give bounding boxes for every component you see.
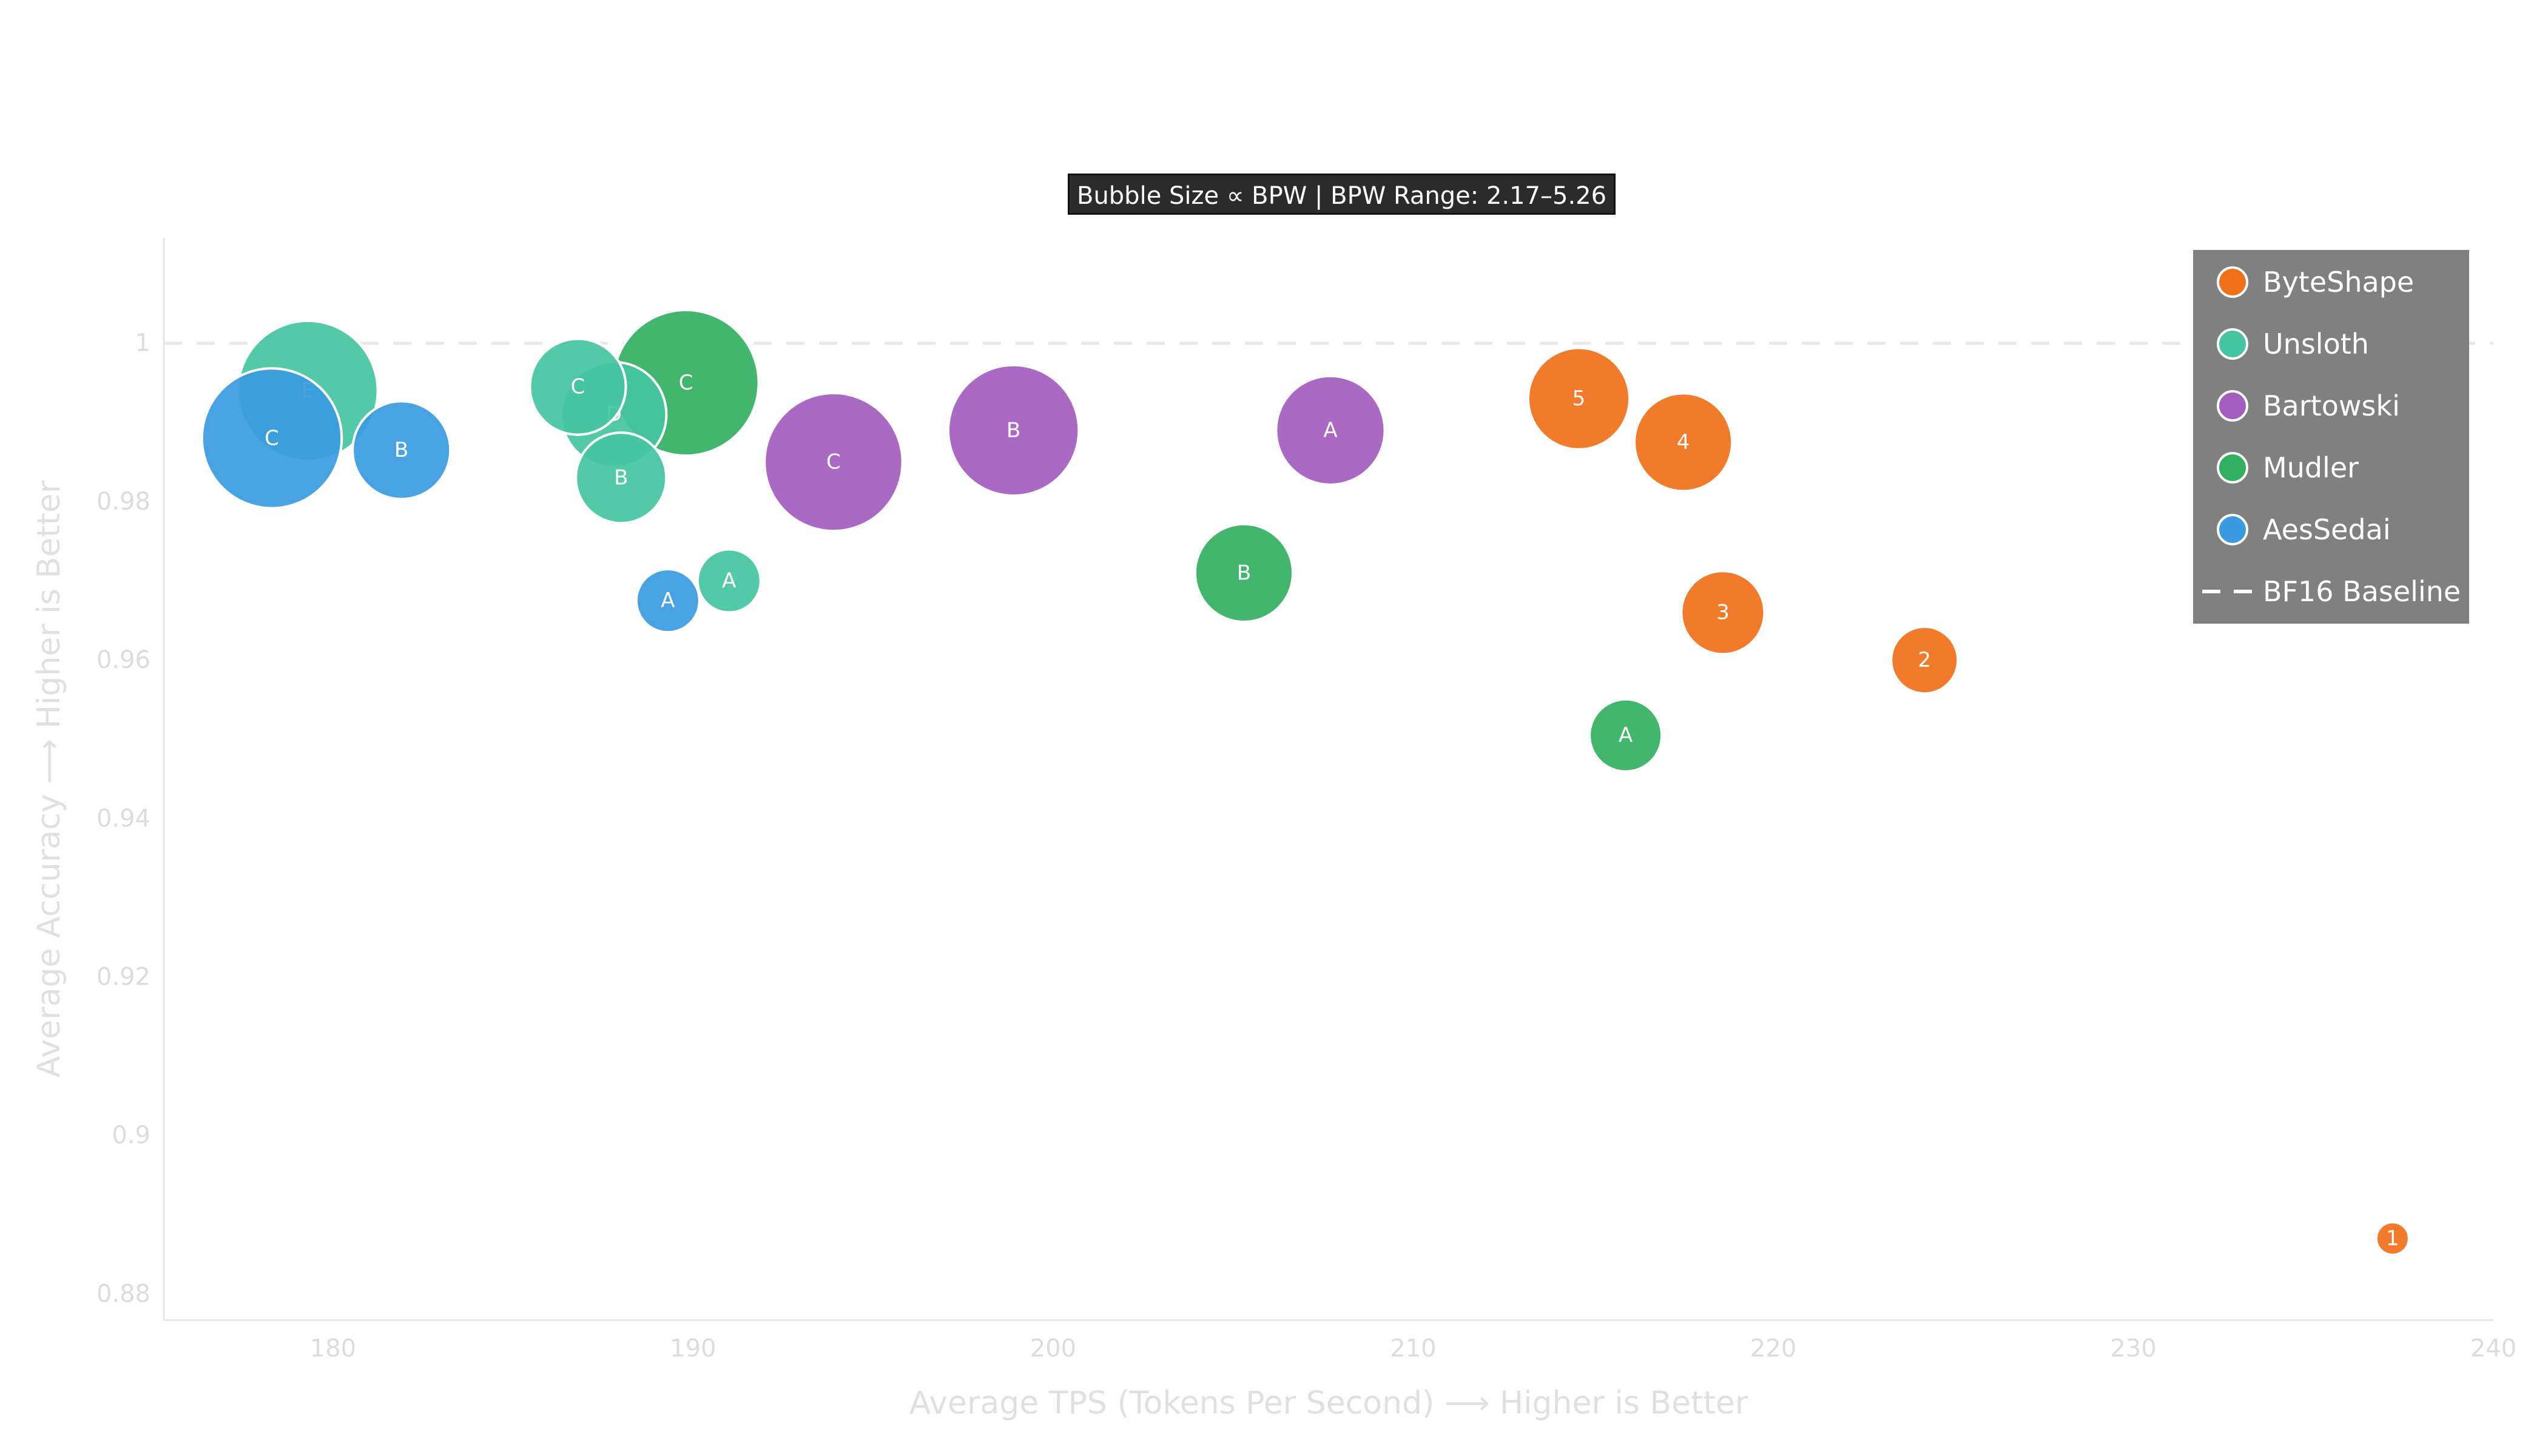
- bubble-label: B: [1237, 561, 1251, 585]
- x-tick-label: 210: [1390, 1335, 1436, 1363]
- bubble-label: A: [1323, 418, 1337, 442]
- bubble-byteshape-1: 1: [2374, 1221, 2410, 1256]
- bubble-unsloth-b: B: [575, 431, 668, 525]
- bubble-label: A: [1619, 723, 1633, 747]
- y-tick-label: 0.96: [96, 646, 150, 674]
- bubbles-layer: CECCBAD54BBCB3A2AA1: [200, 308, 2410, 1256]
- x-tick-label: 190: [670, 1335, 716, 1363]
- bubble-mudler-b: B: [1193, 522, 1295, 624]
- bubble-label: 2: [1918, 648, 1931, 672]
- y-axis-title: Average Accuracy ⟶ Higher is Better: [31, 480, 67, 1077]
- bubble-circle: [696, 548, 762, 614]
- legend-item-bartowski: Bartowski: [2263, 389, 2400, 422]
- y-tick-label: 1: [135, 329, 150, 357]
- bubble-byteshape-5: 5: [1526, 346, 1631, 451]
- bubble-circle: [1526, 346, 1631, 451]
- bubble-circle: [528, 337, 627, 436]
- bubble-label: B: [394, 438, 408, 462]
- legend-item-unsloth: Unsloth: [2263, 328, 2369, 360]
- bubble-circle: [1275, 374, 1386, 486]
- legend-marker-bartowski: [2217, 390, 2248, 422]
- bubble-unsloth-a: A: [696, 548, 762, 614]
- bubble-circle: [635, 568, 701, 634]
- bubble-circle: [763, 391, 904, 533]
- legend-item-aessedai: AesSedai: [2263, 513, 2391, 546]
- bubble-byteshape-2: 2: [1890, 625, 1960, 695]
- bubble-label: 4: [1677, 430, 1690, 454]
- bubble-circle: [351, 400, 452, 500]
- bubble-label: C: [265, 426, 279, 450]
- bubble-label: C: [826, 450, 841, 474]
- bubble-label: 3: [1716, 601, 1730, 625]
- bubble-bartowski-b: B: [947, 363, 1080, 497]
- y-tick-labels: 0.88 0.9 0.92 0.94 0.96 0.98 1: [96, 329, 150, 1308]
- bubble-label: C: [571, 375, 585, 399]
- bubble-mudler-a: A: [1588, 698, 1663, 773]
- bubble-circle: [200, 367, 343, 510]
- bubble-bartowski-c: C: [763, 391, 904, 533]
- bubble-aessedai-b: B: [351, 400, 452, 500]
- bubble-bartowski-a: A: [1275, 374, 1386, 486]
- y-tick-label: 0.92: [96, 963, 150, 991]
- bubble-label: 5: [1572, 386, 1586, 411]
- bubble-circle: [1680, 570, 1766, 656]
- bubble-label: A: [722, 568, 736, 593]
- x-tick-label: 200: [1030, 1335, 1076, 1363]
- x-tick-label: 240: [2470, 1335, 2516, 1363]
- x-axis-title: Average TPS (Tokens Per Second) ⟶ Higher…: [909, 1385, 1748, 1421]
- y-tick-label: 0.9: [112, 1122, 150, 1150]
- bubble-label: B: [614, 466, 628, 490]
- x-tick-labels: 180 190 200 210 220 230 240: [310, 1335, 2516, 1363]
- x-tick-label: 220: [1750, 1335, 1796, 1363]
- bubble-aessedai-a: A: [635, 568, 701, 634]
- bubble-size-info-box: Bubble Size ∝ BPW | BPW Range: 2.17–5.26: [1068, 174, 1616, 215]
- bubble-unsloth-c: C: [528, 337, 627, 436]
- bubble-circle: [1890, 625, 1960, 695]
- legend-marker-unsloth: [2217, 328, 2248, 360]
- legend-background: [2193, 250, 2469, 624]
- bubble-circle: [947, 363, 1080, 497]
- legend-marker-mudler: [2217, 452, 2248, 484]
- legend-marker-byteshape: [2217, 266, 2248, 298]
- x-tick-label: 180: [310, 1335, 356, 1363]
- legend-item-bf16-baseline: BF16 Baseline: [2263, 575, 2461, 608]
- bubble-label: A: [661, 588, 675, 613]
- bubble-circle: [2374, 1221, 2410, 1256]
- bubble-aessedai-c: C: [200, 367, 343, 510]
- bubble-byteshape-4: 4: [1633, 392, 1734, 493]
- bubble-circle: [1193, 522, 1295, 624]
- y-tick-label: 0.94: [96, 804, 150, 832]
- bubble-circle: [1588, 698, 1663, 773]
- y-tick-label: 0.88: [96, 1280, 150, 1308]
- y-tick-label: 0.98: [96, 488, 150, 516]
- x-tick-label: 230: [2110, 1335, 2156, 1363]
- bubble-circle: [1633, 392, 1734, 493]
- bubble-label: C: [679, 371, 693, 395]
- legend: ByteShape Unsloth Bartowski Mudler AesSedai B…: [2193, 250, 2469, 624]
- bubble-circle: [575, 431, 668, 525]
- bubble-label: B: [1006, 418, 1020, 442]
- legend-marker-aessedai: [2217, 514, 2248, 545]
- bubble-byteshape-3: 3: [1680, 570, 1766, 656]
- legend-item-byteshape: ByteShape: [2263, 266, 2414, 298]
- legend-item-mudler: Mudler: [2263, 451, 2359, 484]
- bubble-label: 1: [2386, 1226, 2399, 1250]
